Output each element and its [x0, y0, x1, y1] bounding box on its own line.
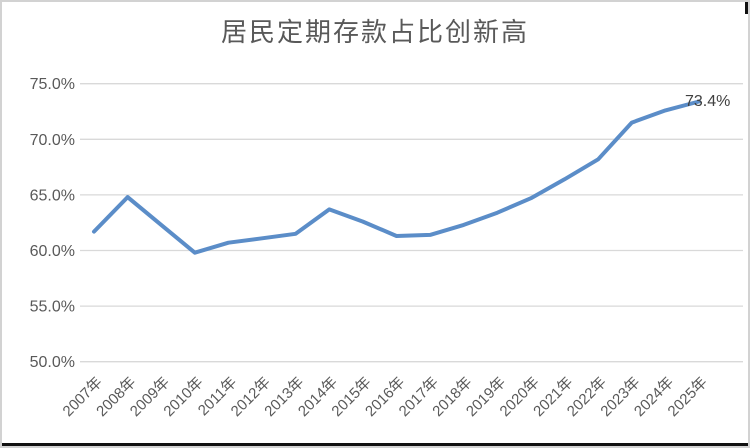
y-axis-tick-label: 60.0% [30, 243, 75, 260]
y-axis-tick-label: 55.0% [30, 299, 75, 316]
y-axis-tick-label: 75.0% [30, 76, 75, 93]
data-point-label: 73.4% [685, 93, 730, 110]
bottom-edge-bar [2, 443, 748, 446]
y-axis-tick-label: 65.0% [30, 187, 75, 204]
top-right-edge-mark [745, 2, 748, 14]
chart-title: 居民定期存款占比创新高 [220, 18, 529, 48]
y-axis-tick-label: 50.0% [30, 354, 75, 371]
y-axis-tick-label: 70.0% [30, 132, 75, 149]
data-series-line [92, 99, 701, 255]
